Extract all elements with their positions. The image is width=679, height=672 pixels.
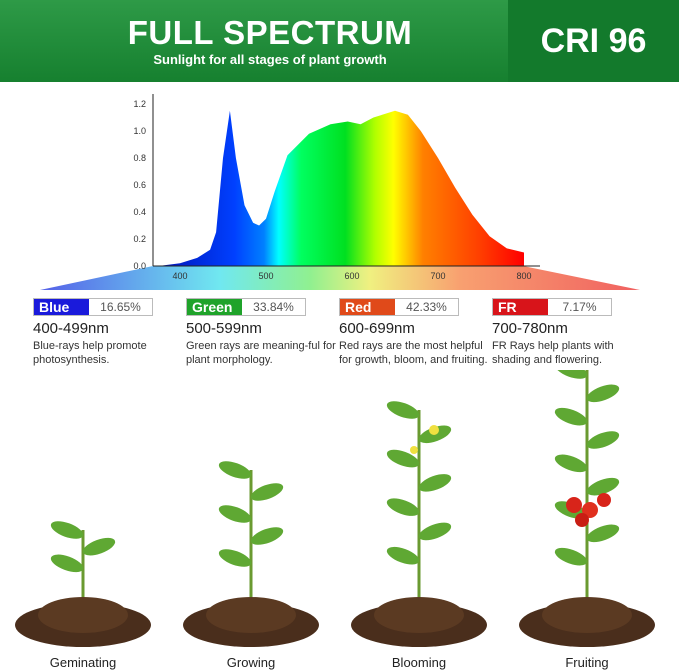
y-tick-label: 0.8 xyxy=(133,153,146,163)
stage-label: Blooming xyxy=(391,655,447,670)
stage-label: Geminating xyxy=(49,655,117,670)
cri-badge: CRI 96 xyxy=(508,0,679,82)
band-name: Red xyxy=(340,299,395,315)
band-percent: 33.84% xyxy=(242,299,305,315)
page-title: FULL SPECTRUM xyxy=(127,14,413,51)
y-tick-label: 1.0 xyxy=(133,126,146,136)
header-banner: FULL SPECTRUM Sunlight for all stages of… xyxy=(0,0,679,82)
band-range: 700-780nm xyxy=(492,320,568,337)
x-tick-label: 400 xyxy=(172,271,187,281)
stage-label: Growing xyxy=(226,655,276,670)
stage-label: Fruiting xyxy=(565,655,609,670)
page-subtitle: Sunlight for all stages of plant growth xyxy=(153,52,387,67)
y-tick-label: 1.2 xyxy=(133,99,146,109)
band-tag: Red 42.33% xyxy=(339,298,459,316)
band-red: Red 42.33% 600-699nm Red rays are the most … xyxy=(339,298,494,367)
band-description: Blue-rays help promote photosynthesis. xyxy=(33,340,147,366)
spectrum-area xyxy=(158,110,524,266)
x-tick-label: 500 xyxy=(258,271,273,281)
plant-image-fruiting xyxy=(512,361,662,650)
spectrum-chart: 400 500 600 700 800 0.0 0.2 0.4 0.6 0.8 1.0 1.2 xyxy=(40,94,640,290)
y-tick-label: 0.6 xyxy=(133,180,146,190)
y-tick-label: 0.0 xyxy=(133,261,146,271)
band-tag: Green 33.84% xyxy=(186,298,306,316)
plant-image-geminating xyxy=(8,370,158,650)
y-tick-label: 0.2 xyxy=(133,234,146,244)
band-tag: Blue 16.65% xyxy=(33,298,153,316)
y-tick-label: 0.4 xyxy=(133,207,146,217)
band-name: FR xyxy=(493,299,548,315)
band-percent: 7.17% xyxy=(548,299,611,315)
spectrum-band xyxy=(40,266,640,290)
band-description: Red rays are the most helpful for growth… xyxy=(339,340,488,366)
x-tick-label: 600 xyxy=(344,271,359,281)
band-percent: 42.33% xyxy=(395,299,458,315)
band-percent: 16.65% xyxy=(89,299,152,315)
band-blue: Blue 16.65% 400-499nm Blue-rays help promot… xyxy=(33,298,188,367)
band-fr: FR 7.17% 700-780nm FR Rays help plants with… xyxy=(492,298,647,367)
band-tag: FR 7.17% xyxy=(492,298,612,316)
band-name: Blue xyxy=(34,299,89,315)
band-range: 600-699nm xyxy=(339,320,415,337)
band-description: FR Rays help plants with shading and flo… xyxy=(492,340,614,366)
band-range: 400-499nm xyxy=(33,320,109,337)
band-name: Green xyxy=(187,299,242,315)
plant-image-growing xyxy=(176,370,326,650)
band-range: 500-599nm xyxy=(186,320,262,337)
x-tick-label: 800 xyxy=(516,271,531,281)
band-green: Green 33.84% 500-599nm Green rays are meani… xyxy=(186,298,341,367)
band-description: Green rays are meaning-ful for plant mor… xyxy=(186,340,336,366)
x-tick-label: 700 xyxy=(430,271,445,281)
plant-image-blooming xyxy=(344,370,494,650)
